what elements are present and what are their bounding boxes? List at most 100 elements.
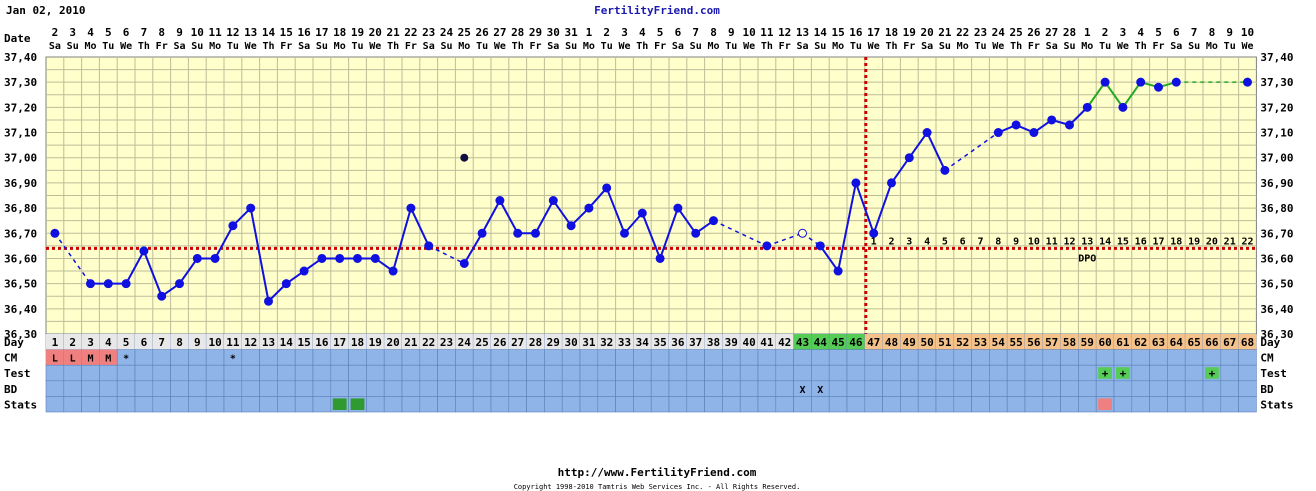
row-cell <box>294 349 314 366</box>
weekday-label: Mo <box>583 41 595 52</box>
row-cell <box>259 364 278 382</box>
weekday-label: Fr <box>1028 41 1040 52</box>
cycle-day: 42 <box>778 336 791 349</box>
row-cell <box>1042 349 1061 366</box>
weekday-label: Th <box>262 41 274 52</box>
row-cell <box>366 396 385 413</box>
row-cell <box>81 396 100 413</box>
row-cell <box>259 380 278 397</box>
row-cell <box>205 364 225 382</box>
temp-point <box>869 228 879 238</box>
row-cell <box>953 380 972 397</box>
temp-point <box>887 178 896 188</box>
row-cell <box>935 349 955 366</box>
cycle-day: 8 <box>176 336 183 349</box>
date-label: 20 <box>369 26 382 39</box>
date-label: 3 <box>69 26 76 39</box>
temp-segment <box>1086 81 1106 108</box>
temp-point <box>192 253 202 263</box>
row-cell-mark <box>882 334 901 350</box>
site-link[interactable]: FertilityFriend.com <box>594 4 720 17</box>
weekday-label: Su <box>690 41 702 52</box>
temp-segment <box>54 232 92 285</box>
date-label: 14 <box>262 26 276 39</box>
row-cell <box>455 380 474 397</box>
y-tick-left: 36,50 <box>4 278 37 291</box>
weekday-label: Th <box>387 41 399 52</box>
dpo-value: 13 <box>1081 236 1093 247</box>
weekday-label: We <box>1117 41 1129 52</box>
row-cell <box>668 349 688 366</box>
date-label: 29 <box>529 26 542 39</box>
temp-point <box>459 258 469 268</box>
row-cell <box>526 364 545 382</box>
weekday-label: Mo <box>832 41 844 52</box>
row-cell-mark <box>829 334 847 350</box>
row-cell <box>1202 349 1222 366</box>
row-cell-mark <box>117 334 135 350</box>
row-cell <box>1202 396 1222 413</box>
row-cell <box>846 364 866 382</box>
temp-point <box>1154 82 1163 92</box>
row-cell <box>650 364 670 382</box>
row-cell <box>508 396 527 413</box>
cycle-day: 31 <box>582 336 596 349</box>
weekday-label: Su <box>316 41 328 52</box>
temp-point <box>175 279 184 289</box>
row-cell <box>383 364 403 382</box>
row-cell-mark <box>847 334 865 350</box>
weekday-label: Tu <box>1099 41 1111 52</box>
date-label: 4 <box>87 26 94 39</box>
row-cell <box>864 380 883 397</box>
temp-segment <box>890 157 911 184</box>
date-label: 10 <box>742 26 755 39</box>
cycle-day: 40 <box>742 336 755 349</box>
cycle-day: 54 <box>992 336 1006 349</box>
row-cell <box>1167 380 1186 397</box>
date-label: 19 <box>903 26 916 39</box>
cycle-day: 35 <box>653 336 666 349</box>
row-cell <box>739 396 759 413</box>
row-cell-mark <box>277 334 296 350</box>
footer-url[interactable]: http://www.FertilityFriend.com <box>558 466 757 479</box>
cycle-day: 16 <box>315 336 329 349</box>
row-cell-mark <box>188 334 207 350</box>
row-cell-mark <box>99 349 118 366</box>
date-label: 6 <box>1173 26 1180 39</box>
temp-segment <box>872 182 893 234</box>
temp-segment <box>766 232 803 247</box>
row-cell <box>437 396 456 413</box>
row-cell <box>490 396 510 413</box>
cycle-day: 66 <box>1205 336 1219 349</box>
temp-segment <box>1104 81 1124 108</box>
date-label: 5 <box>657 26 664 39</box>
temp-segment <box>854 182 875 234</box>
temp-point <box>335 253 345 263</box>
row-cell-mark <box>1131 334 1150 350</box>
weekday-label: Su <box>939 41 951 52</box>
weekday-label: Tu <box>227 41 239 52</box>
row-cell <box>1220 380 1239 397</box>
row-cell <box>846 396 866 413</box>
date-label: 26 <box>475 26 489 39</box>
row-cell-mark <box>295 334 313 350</box>
temp-point <box>762 241 772 251</box>
row-cell-mark <box>900 334 919 350</box>
y-tick-left: 36,30 <box>4 328 37 341</box>
temp-segment <box>142 250 163 297</box>
temp-segment <box>819 245 839 272</box>
weekday-label: Mo <box>1206 41 1218 52</box>
weekday-label: Su <box>440 41 452 52</box>
row-cell <box>935 396 955 413</box>
row-cell-mark <box>224 334 242 350</box>
row-cell <box>366 380 385 397</box>
date-label: 23 <box>974 26 987 39</box>
cycle-day: 47 <box>867 336 880 349</box>
row-cell <box>277 396 296 413</box>
row-cell-mark <box>1238 334 1257 350</box>
cycle-day: 39 <box>725 336 738 349</box>
row-cell <box>1167 364 1186 382</box>
row-cell <box>989 349 1008 366</box>
cycle-day: 32 <box>600 336 613 349</box>
dpo-value: 22 <box>1241 236 1253 247</box>
